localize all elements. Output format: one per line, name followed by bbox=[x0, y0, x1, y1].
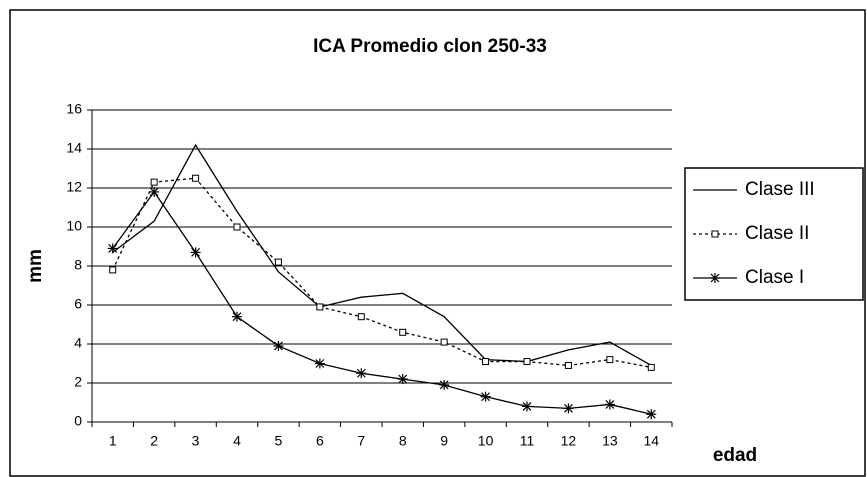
point bbox=[149, 186, 160, 197]
point bbox=[192, 174, 200, 182]
x-tick-label: 9 bbox=[440, 433, 448, 449]
point bbox=[397, 374, 408, 385]
x-tick-label: 8 bbox=[399, 433, 407, 449]
x-tick-label: 13 bbox=[602, 433, 618, 449]
legend-label: Clase III bbox=[745, 179, 815, 200]
point bbox=[522, 401, 532, 412]
y-tick-label: 12 bbox=[66, 179, 82, 195]
point bbox=[314, 358, 325, 369]
x-tick-label: 4 bbox=[233, 433, 241, 449]
x-tick-label: 7 bbox=[357, 433, 365, 449]
y-axis-label: mm bbox=[25, 249, 46, 283]
y-tick-label: 0 bbox=[74, 413, 82, 429]
point bbox=[439, 379, 450, 390]
point bbox=[150, 178, 158, 186]
x-tick-label: 2 bbox=[150, 433, 158, 449]
point bbox=[604, 399, 615, 410]
point bbox=[357, 313, 365, 321]
x-tick-label: 10 bbox=[478, 433, 494, 449]
point bbox=[316, 303, 324, 311]
y-tick-label: 6 bbox=[74, 296, 82, 312]
x-tick-label: 6 bbox=[316, 433, 324, 449]
point bbox=[107, 243, 118, 254]
x-tick-label: 12 bbox=[561, 433, 577, 449]
series-line bbox=[112, 143, 652, 367]
point bbox=[399, 328, 407, 336]
point bbox=[563, 403, 574, 414]
x-tick-label: 3 bbox=[192, 433, 200, 449]
point bbox=[647, 363, 655, 371]
series-line bbox=[112, 190, 652, 415]
point bbox=[523, 358, 531, 366]
y-tick-label: 2 bbox=[74, 374, 82, 390]
point bbox=[273, 340, 284, 351]
x-tick-label: 5 bbox=[275, 433, 283, 449]
point bbox=[440, 338, 448, 346]
point bbox=[109, 266, 117, 274]
y-tick-label: 4 bbox=[74, 335, 82, 351]
x-tick-label: 1 bbox=[109, 433, 117, 449]
x-tick-label: 11 bbox=[520, 433, 535, 449]
point bbox=[356, 368, 367, 379]
legend-label: Clase I bbox=[745, 267, 804, 288]
point bbox=[480, 391, 491, 402]
point bbox=[482, 358, 490, 366]
point bbox=[564, 361, 572, 369]
point bbox=[710, 273, 720, 283]
point bbox=[646, 409, 657, 420]
y-tick-label: 14 bbox=[66, 140, 82, 156]
point bbox=[232, 311, 242, 322]
point bbox=[606, 356, 614, 364]
point bbox=[274, 258, 282, 266]
x-axis-label: edad bbox=[713, 445, 757, 466]
x-tick-label: 14 bbox=[643, 433, 659, 449]
point bbox=[190, 247, 201, 258]
y-tick-label: 16 bbox=[66, 101, 82, 117]
y-tick-label: 8 bbox=[74, 257, 82, 273]
legend-label: Clase II bbox=[745, 223, 809, 244]
point bbox=[233, 223, 241, 231]
y-tick-label: 10 bbox=[66, 218, 82, 234]
point bbox=[711, 230, 719, 238]
chart-title: ICA Promedio clon 250-33 bbox=[313, 36, 547, 57]
